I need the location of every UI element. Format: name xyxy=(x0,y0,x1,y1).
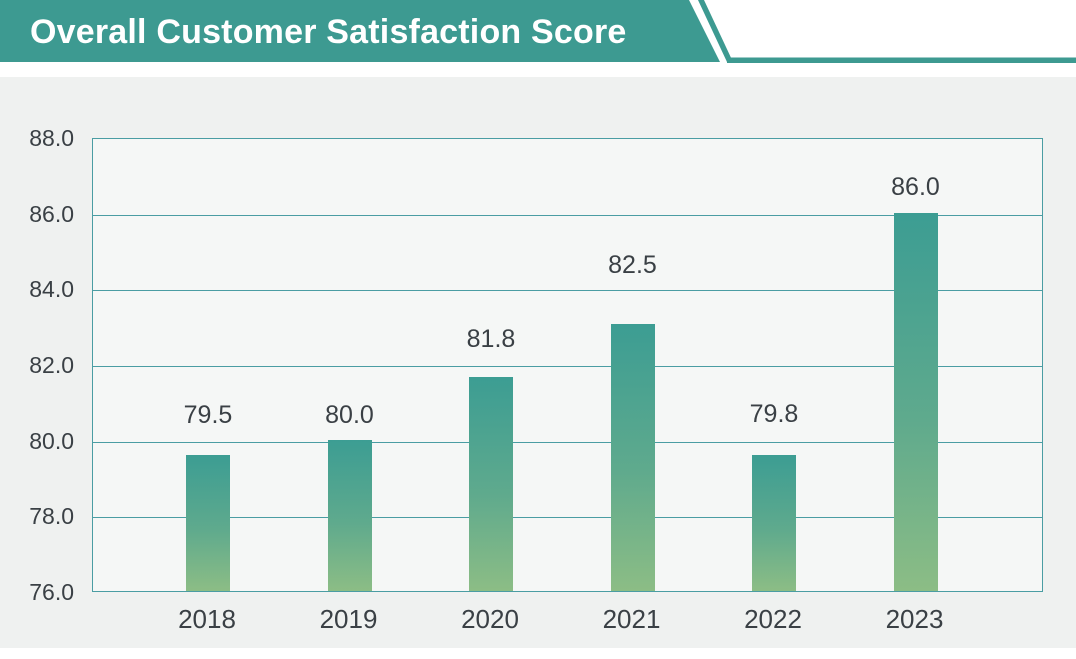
title-banner xyxy=(0,0,1076,63)
value-label-2020: 81.8 xyxy=(466,325,516,353)
y-tick-label-76.0: 76.0 xyxy=(29,579,74,605)
y-tick-label-88.0: 88.0 xyxy=(29,125,74,151)
gridline-82.0 xyxy=(93,366,1042,367)
bar-2023 xyxy=(893,212,938,591)
y-tick-label-78.0: 78.0 xyxy=(29,503,74,530)
gridline-80.0 xyxy=(93,441,1042,443)
value-label-2018: 79.5 xyxy=(183,401,233,429)
x-axis-category-labels: 2018 2019 2020 2021 2022 2023 xyxy=(92,604,1043,638)
y-axis-tick-labels: 88.0 86.0 84.0 82.0 80.0 78.0 76.0 xyxy=(0,125,74,605)
bar-2021 xyxy=(610,324,655,591)
y-tick-label-82.0: 82.0 xyxy=(29,352,74,378)
chart-panel: 79.5 80.0 81.8 82.5 79.8 86.0 88.0 86.0 84.0 82.… xyxy=(0,77,1076,648)
gridline-86.0 xyxy=(93,214,1042,216)
bar-2018 xyxy=(186,454,230,591)
banner-accent-stripe xyxy=(698,0,733,62)
value-label-2021: 82.5 xyxy=(608,251,657,279)
x-label-2023: 2023 xyxy=(885,604,944,634)
x-label-2018: 2018 xyxy=(178,604,236,634)
y-tick-label-86.0: 86.0 xyxy=(29,200,74,227)
value-label-2019: 80.0 xyxy=(325,401,374,429)
banner-shape xyxy=(0,0,720,62)
bar-2019 xyxy=(327,439,372,591)
x-label-2020: 2020 xyxy=(461,604,519,634)
plot-area: 79.5 80.0 81.8 82.5 79.8 86.0 xyxy=(92,138,1043,592)
x-label-2019: 2019 xyxy=(319,604,378,634)
y-tick-label-80.0: 80.0 xyxy=(29,427,74,454)
x-label-2022: 2022 xyxy=(744,604,802,634)
y-tick-label-84.0: 84.0 xyxy=(29,276,74,303)
page-title: Overall Customer Satisfaction Score xyxy=(30,13,627,51)
value-label-2022: 79.8 xyxy=(749,400,799,428)
header-rule-line xyxy=(727,57,1076,63)
gridline-84.0 xyxy=(93,290,1042,292)
value-label-2023: 86.0 xyxy=(891,173,940,201)
bar-2022 xyxy=(752,454,796,591)
gridline-78.0 xyxy=(93,517,1042,519)
x-label-2021: 2021 xyxy=(602,604,661,634)
bar-2020 xyxy=(469,377,513,591)
